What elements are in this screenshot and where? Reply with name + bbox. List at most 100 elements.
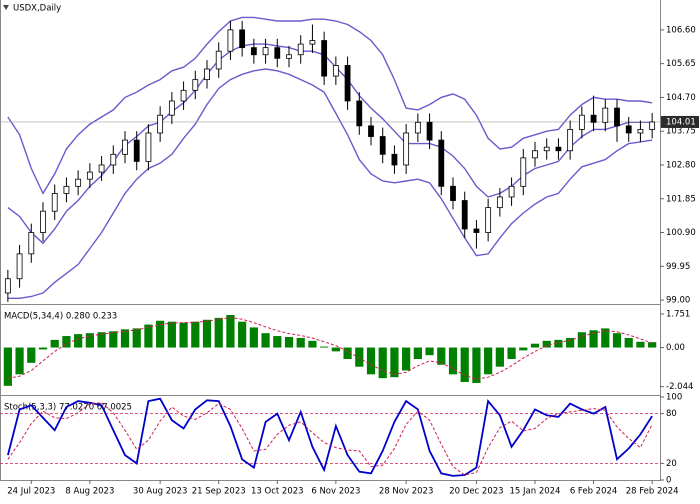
macd-title: MACD(5,34,4) 0.280 0.233 [4, 312, 117, 322]
y-tick-label: 20 [666, 459, 677, 469]
y-tick-label: 99.95 [666, 262, 690, 272]
macd-bar [425, 347, 434, 356]
candle-body [309, 40, 316, 45]
y-tick-label: 0 [666, 476, 671, 486]
candle-body [602, 107, 609, 123]
candle-body [414, 121, 421, 134]
candle-body [485, 207, 492, 233]
macd-bar [109, 331, 118, 348]
candle-body [450, 185, 456, 201]
candle-body [438, 139, 445, 187]
y-tick-label: 102.80 [666, 160, 696, 170]
macd-bar [15, 347, 24, 375]
candle-body [379, 136, 386, 155]
candle-body [391, 153, 398, 166]
candle-body [532, 150, 538, 159]
macd-bar [3, 347, 12, 386]
macd-bar [437, 347, 446, 365]
candle-body [63, 185, 70, 194]
macd-bar [612, 333, 622, 348]
x-tick-label: 8 Aug 2023 [65, 487, 114, 497]
macd-bar [284, 337, 294, 348]
macd-bar [413, 347, 422, 360]
candle-body [649, 121, 656, 130]
x-tick-label: 13 Oct 2023 [251, 487, 304, 497]
macd-signal [7, 316, 653, 380]
candle-body [508, 185, 515, 198]
candle-body [625, 125, 632, 134]
macd-bar [507, 347, 516, 360]
macd-bar [156, 320, 165, 348]
candle-body [110, 153, 117, 166]
candle-body [250, 47, 257, 56]
macd-bar [566, 337, 575, 348]
candle-body [614, 107, 620, 127]
x-tick-label: 28 Feb 2024 [626, 487, 679, 497]
macd-bar [624, 337, 633, 348]
macd-bar [331, 347, 340, 352]
candle-body [496, 196, 503, 209]
last-price-box [661, 115, 699, 128]
macd-bar [249, 327, 258, 348]
macd-bar [308, 340, 317, 348]
y-tick-label: 100.90 [666, 228, 696, 238]
candle-body [51, 193, 58, 212]
y-tick-label: 100 [666, 393, 682, 403]
y-tick-label: 80 [666, 409, 677, 419]
candle-body [274, 47, 281, 59]
candle-body [578, 114, 585, 130]
last-price-label: 104.01 [666, 117, 696, 127]
macd-bar [355, 347, 364, 367]
macd-bar [238, 321, 247, 348]
candle-body [368, 125, 374, 137]
candle-body [168, 100, 175, 116]
macd-bar [460, 347, 469, 382]
macd-bar [343, 347, 352, 360]
x-tick-label: 21 Sep 2023 [192, 487, 246, 497]
macd-bar [179, 322, 188, 348]
candle-body [262, 47, 269, 56]
macd-bar [144, 324, 153, 348]
candle-body [321, 40, 328, 77]
macd-bar [50, 339, 59, 348]
macd-bar [366, 347, 376, 375]
candle-body [133, 139, 140, 162]
macd-bar [542, 340, 551, 348]
y-tick-label: 104.70 [666, 93, 696, 103]
y-tick-label: 105.65 [666, 59, 696, 69]
symbol-icon [3, 5, 9, 10]
candle-body [227, 29, 234, 52]
macd-bar [38, 347, 48, 350]
macd-bar [97, 332, 106, 348]
candle-body [567, 129, 574, 152]
candle-body [75, 178, 82, 187]
macd-bar [519, 347, 528, 351]
macd-bar [484, 347, 493, 375]
y-tick-label: 103.75 [666, 127, 696, 137]
candle-body [157, 114, 164, 134]
macd-bar [191, 321, 200, 348]
macd-bar [530, 343, 540, 348]
band-lower [7, 68, 653, 299]
candle-body [403, 132, 410, 166]
macd-bar [402, 347, 411, 371]
macd-bar [85, 333, 94, 348]
x-tick-label: 28 Nov 2023 [379, 487, 433, 497]
x-tick-label: 24 Jul 2023 [7, 487, 55, 497]
candle-body [461, 200, 468, 230]
candle-body [332, 65, 339, 77]
macd-bar [554, 339, 563, 348]
candle-body [543, 146, 550, 152]
macd-bar [214, 317, 223, 348]
band-upper [7, 16, 653, 195]
candle-body [16, 253, 23, 280]
candle-body [4, 278, 11, 294]
macd-bar [495, 347, 504, 367]
candle-body [145, 132, 152, 162]
macd-bar [296, 337, 305, 348]
candle-body [520, 157, 527, 187]
macd-bar [202, 319, 212, 348]
macd-bar [320, 346, 329, 348]
candle-body [86, 171, 93, 180]
